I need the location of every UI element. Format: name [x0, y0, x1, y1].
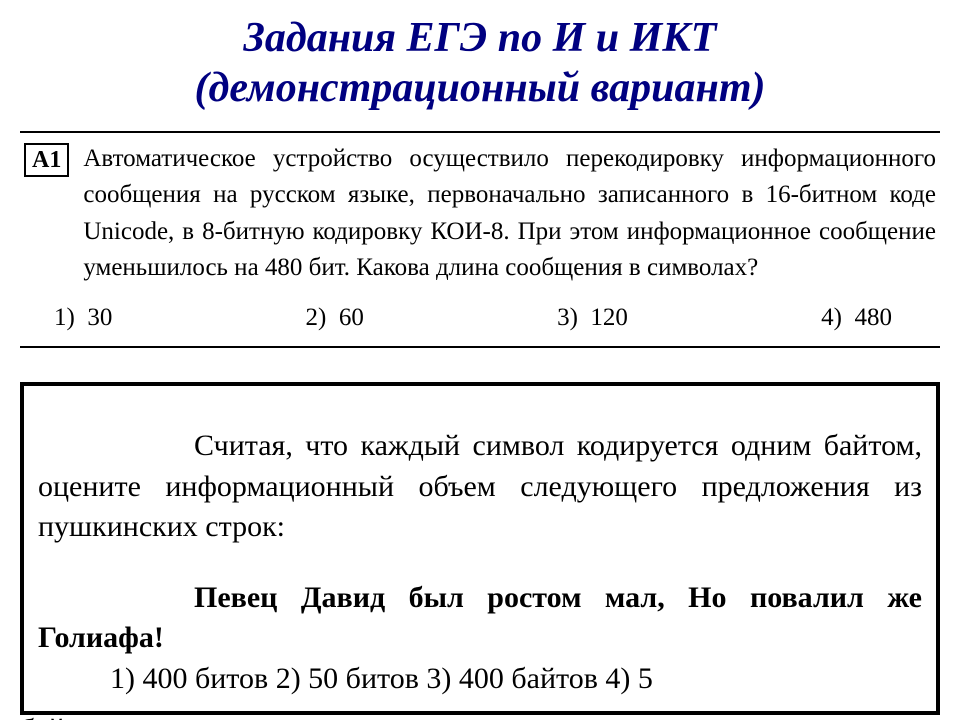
question-1: A1 Автоматическое устройство осуществило… [20, 131, 940, 348]
question-1-options: 1) 30 2) 60 3) 120 4) 480 [24, 300, 936, 336]
question-1-option-2: 2) 60 [306, 300, 364, 336]
slide: Задания ЕГЭ по И и ИКТ (демонстрационный… [0, 0, 960, 720]
question-1-option-3: 3) 120 [557, 300, 628, 336]
question-1-option-1: 1) 30 [54, 300, 112, 336]
question-2: Считая, что каждый символ кодируется одн… [20, 382, 940, 715]
question-2-intro: Считая, что каждый символ кодируется одн… [38, 426, 922, 548]
question-2-cutoff: байтов [20, 715, 940, 720]
slide-title: Задания ЕГЭ по И и ИКТ (демонстрационный… [20, 14, 940, 113]
question-1-option-4: 4) 480 [821, 300, 892, 336]
question-1-tag: A1 [24, 143, 69, 177]
title-line-2: (демонстрационный вариант) [195, 65, 766, 111]
question-1-header: A1 Автоматическое устройство осуществило… [24, 141, 936, 286]
question-2-quote: Певец Давид был ростом мал, Но повалил ж… [38, 578, 922, 659]
question-1-text: Автоматическое устройство осуществило пе… [83, 141, 936, 286]
question-2-options: 1) 400 битов 2) 50 битов 3) 400 байтов 4… [38, 659, 922, 700]
title-line-1: Задания ЕГЭ по И и ИКТ [244, 15, 717, 61]
